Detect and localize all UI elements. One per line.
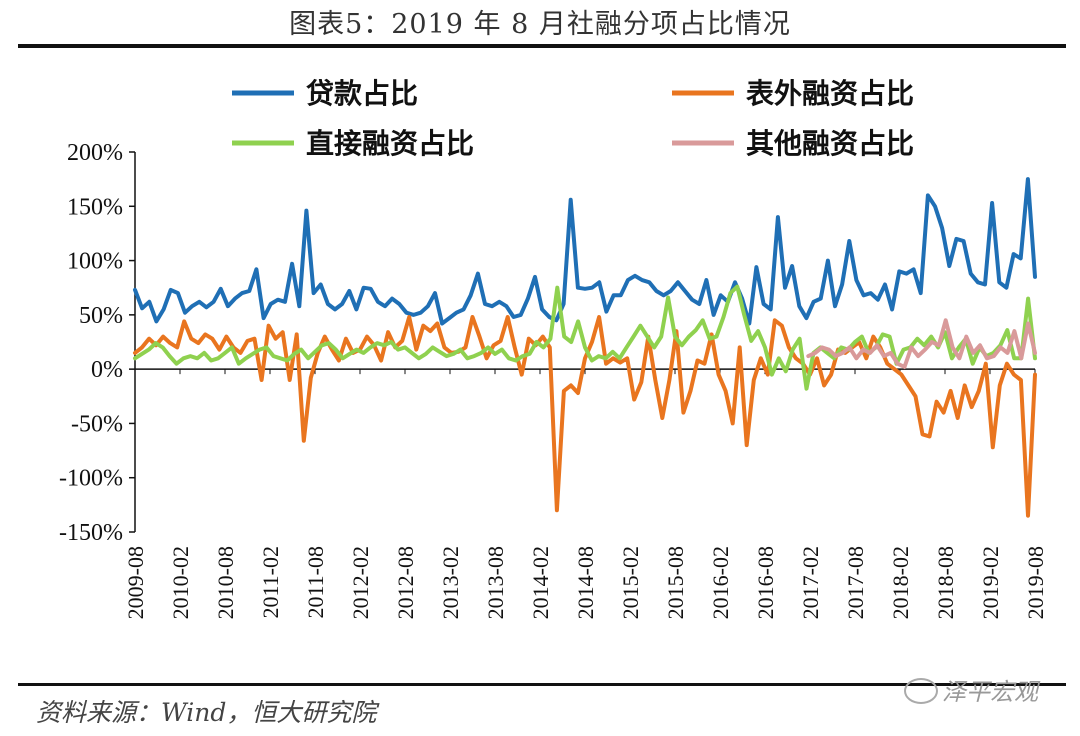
x-tick-label: 2015-08 bbox=[663, 546, 688, 619]
x-tick-label: 2011-08 bbox=[303, 546, 328, 619]
y-tick-label: 0% bbox=[91, 357, 123, 383]
x-tick-label: 2017-08 bbox=[843, 546, 868, 619]
x-tick-label: 2017-02 bbox=[798, 546, 823, 619]
y-tick-label: 200% bbox=[67, 140, 123, 166]
x-tick-label: 2015-02 bbox=[618, 546, 643, 619]
x-tick-label: 2016-02 bbox=[708, 546, 733, 619]
legend-label-other: 其他融资占比 bbox=[746, 127, 914, 160]
series-line-off_balance bbox=[133, 315, 1037, 518]
watermark-text: 泽平宏观 bbox=[942, 678, 1038, 706]
x-tick-label: 2010-08 bbox=[213, 546, 238, 619]
x-tick-label: 2009-08 bbox=[123, 546, 148, 619]
x-tick-label: 2012-02 bbox=[348, 546, 373, 619]
x-tick-label: 2010-02 bbox=[168, 546, 193, 619]
x-tick-label: 2014-08 bbox=[573, 546, 598, 619]
source-note: 资料来源：Wind，恒大研究院 bbox=[36, 698, 377, 727]
chart-axes: 200% 150% 100% 50% 0% -50% -100% -150%2009-08 20… bbox=[59, 140, 1048, 619]
watermark: 泽平宏观 bbox=[904, 672, 1038, 707]
top-rule bbox=[18, 44, 1066, 48]
y-tick-label: 100% bbox=[67, 249, 123, 275]
x-tick-label: 2014-02 bbox=[528, 546, 553, 619]
chart-series bbox=[133, 177, 1037, 518]
x-tick-label: 2018-08 bbox=[933, 546, 958, 619]
x-tick-label: 2013-08 bbox=[483, 546, 508, 619]
series-line-loans bbox=[133, 177, 1037, 326]
y-tick-label: -100% bbox=[59, 466, 123, 492]
y-tick-label: 150% bbox=[67, 194, 123, 220]
y-tick-label: 50% bbox=[79, 303, 123, 329]
y-tick-label: -150% bbox=[59, 520, 123, 546]
x-tick-label: 2011-02 bbox=[258, 546, 283, 619]
x-tick-label: 2012-08 bbox=[393, 546, 418, 619]
legend-label-direct: 直接融资占比 bbox=[306, 127, 474, 160]
x-tick-label: 2013-02 bbox=[438, 546, 463, 619]
x-tick-label: 2019-02 bbox=[978, 546, 1003, 619]
x-tick-label: 2019-08 bbox=[1023, 546, 1048, 619]
x-tick-label: 2018-02 bbox=[888, 546, 913, 619]
x-tick-label: 2016-08 bbox=[753, 546, 778, 619]
legend-label-loans: 贷款占比 bbox=[306, 77, 418, 110]
series-line-direct bbox=[133, 284, 1037, 391]
wechat-icon bbox=[904, 678, 938, 704]
y-tick-label: -50% bbox=[71, 411, 123, 437]
legend-label-off_balance: 表外融资占比 bbox=[746, 77, 914, 110]
figure-title: 图表5：2019 年 8 月社融分项占比情况 bbox=[289, 9, 791, 40]
series-line-other bbox=[806, 318, 1037, 369]
bottom-rule bbox=[18, 683, 1066, 686]
